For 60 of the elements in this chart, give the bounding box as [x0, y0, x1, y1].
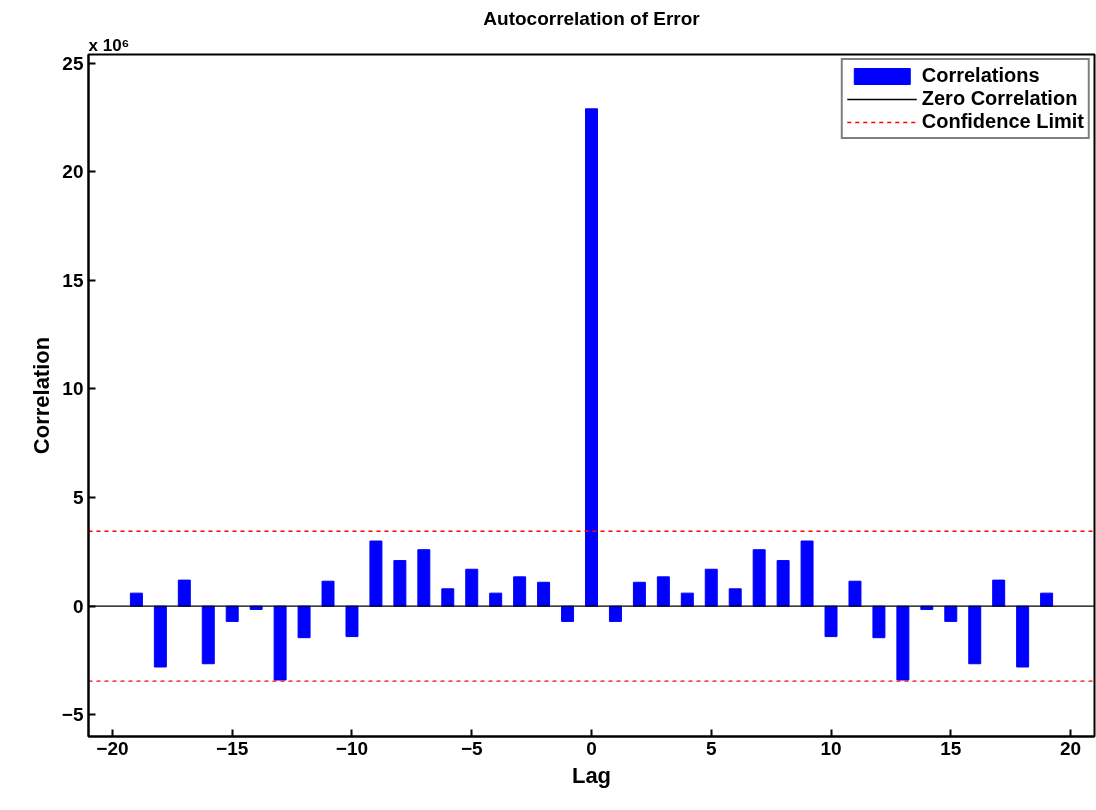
x-tick-label: −5 [460, 737, 483, 759]
bar [776, 560, 790, 607]
bar [992, 579, 1006, 607]
legend-label: Confidence Limit [921, 110, 1084, 133]
x-axis-title: Lag [571, 762, 612, 788]
y-tick-label: 25 [62, 52, 84, 74]
bar [585, 108, 598, 607]
y-tick-label: 0 [72, 595, 84, 617]
bar [1016, 605, 1030, 668]
x-tick-label: −20 [96, 737, 129, 759]
y-tick-label: 10 [62, 378, 84, 400]
bar [872, 605, 886, 639]
bar [177, 579, 191, 607]
chart-title: Autocorrelation of Error [483, 7, 701, 29]
legend-label: Correlations [921, 64, 1040, 87]
bar [632, 581, 646, 607]
y-tick-label: 15 [62, 269, 84, 291]
x-tick-label: 15 [940, 737, 962, 759]
bar [608, 605, 622, 622]
bar [465, 568, 479, 607]
x-tick-label: 10 [820, 737, 842, 759]
bar [848, 580, 862, 607]
bar [297, 605, 311, 639]
bar [824, 605, 838, 638]
bar [896, 605, 910, 681]
text: x 10⁶ [88, 35, 130, 55]
bar [513, 576, 527, 607]
bar [968, 605, 982, 665]
legend-label: Zero Correlation [921, 87, 1078, 110]
bar [345, 605, 359, 638]
bar [704, 568, 718, 607]
y-tick-label: −5 [61, 704, 84, 726]
bar [321, 580, 335, 607]
bar [441, 588, 455, 607]
x-tick-label: 0 [586, 737, 597, 759]
bar [201, 605, 215, 665]
bar [752, 549, 766, 607]
bar [129, 592, 143, 607]
bar [800, 540, 814, 607]
bar [393, 560, 407, 607]
y-tick-label: 5 [72, 487, 84, 509]
x-tick-label: −15 [216, 737, 249, 759]
x-tick-label: 5 [705, 737, 717, 759]
bar [417, 549, 431, 607]
bar [489, 592, 503, 607]
bar [944, 605, 958, 622]
bar [537, 581, 551, 607]
bar [656, 576, 670, 607]
bar [273, 605, 287, 681]
bar [369, 540, 383, 607]
bar [1040, 592, 1054, 607]
bar [728, 588, 742, 607]
x-tick-label: −10 [335, 737, 369, 759]
bar [680, 592, 694, 607]
bar [225, 605, 239, 622]
x-tick-label: 20 [1059, 737, 1082, 759]
y-tick-label: 20 [62, 161, 84, 183]
bar [561, 605, 575, 622]
y-axis-title: Correlation [28, 336, 54, 455]
bar [153, 605, 167, 668]
